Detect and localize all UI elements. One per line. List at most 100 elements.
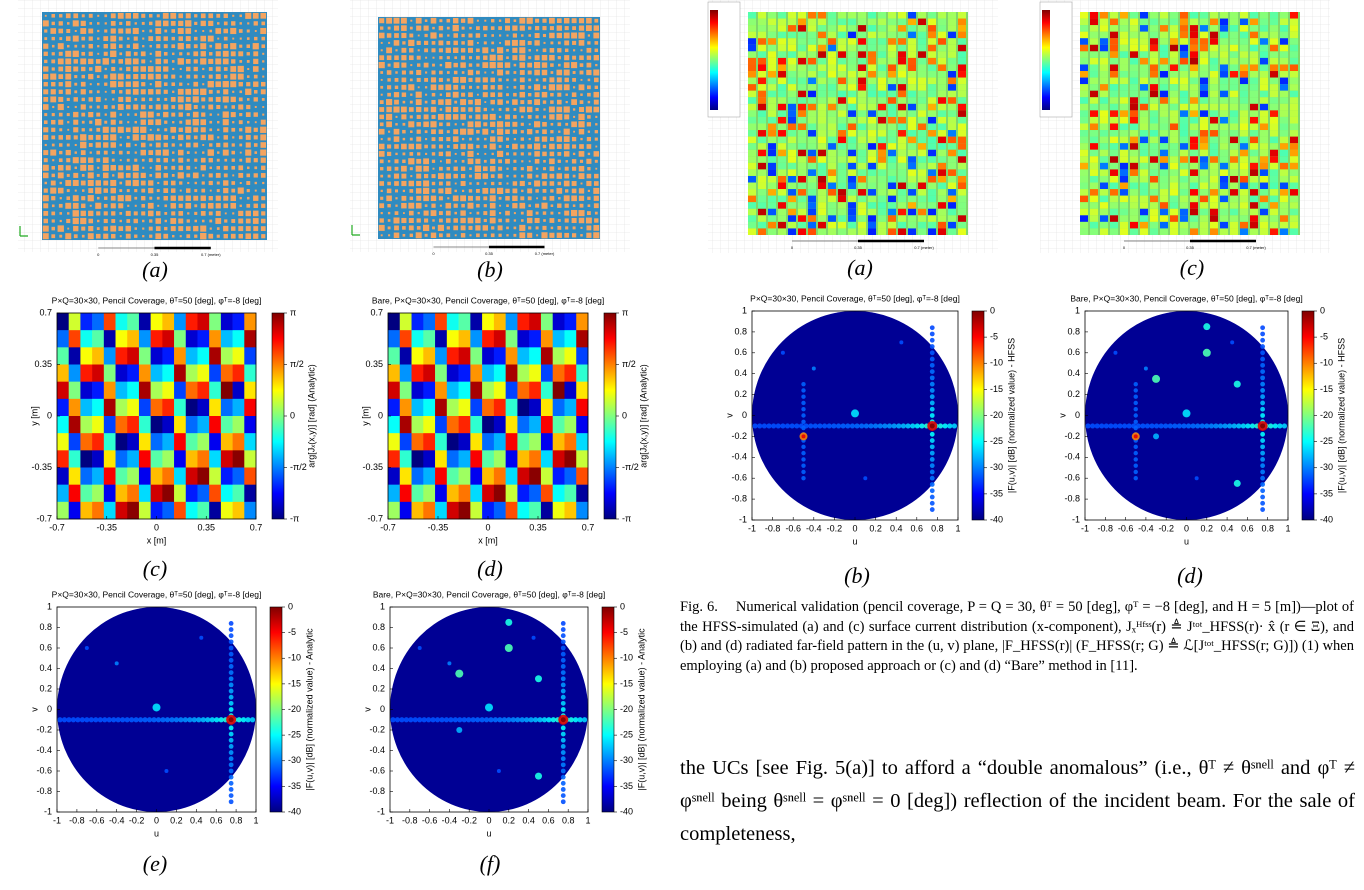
unit-cell: [469, 86, 472, 89]
unit-cell: [65, 233, 71, 239]
current-cell: [938, 143, 946, 150]
current-cell: [1270, 169, 1278, 176]
phase-cell: [400, 468, 412, 485]
current-cell: [928, 45, 936, 52]
phase-cell: [447, 365, 459, 382]
unit-cell: [401, 144, 407, 150]
current-cell: [1270, 189, 1278, 196]
current-cell: [798, 169, 806, 176]
phase-cell: [92, 330, 104, 347]
current-cell: [1110, 150, 1118, 157]
current-cell: [818, 137, 826, 144]
unit-cell: [58, 29, 63, 34]
unit-cell: [119, 121, 122, 124]
current-cell: [858, 176, 866, 183]
current-cell: [768, 45, 776, 52]
unit-cell: [580, 63, 584, 67]
current-cell: [1090, 97, 1098, 104]
current-cell: [918, 91, 926, 98]
current-cell: [1110, 202, 1118, 209]
current-cell: [868, 91, 876, 98]
panel-label: (a): [142, 257, 168, 282]
unit-cell: [164, 121, 167, 124]
colorbar-tick-label: 0: [622, 410, 627, 420]
current-cell: [908, 150, 916, 157]
current-cell: [898, 189, 906, 196]
y-tick-label: 0.35: [34, 359, 52, 369]
current-cell: [828, 117, 836, 124]
unit-cell: [245, 233, 251, 239]
unit-cell: [498, 159, 502, 163]
phase-cell: [174, 365, 186, 382]
current-cell: [878, 110, 886, 117]
unit-cell: [88, 165, 94, 171]
unit-cell: [462, 123, 464, 125]
unit-cell: [499, 145, 502, 148]
unit-cell: [103, 142, 108, 147]
unit-cell: [202, 83, 204, 85]
unit-cell: [105, 113, 107, 115]
current-cell: [1160, 12, 1168, 19]
unit-cell: [549, 159, 555, 165]
unit-cell: [73, 120, 78, 125]
current-cell: [1160, 110, 1168, 117]
unit-cell: [97, 22, 99, 25]
unit-cell: [73, 218, 79, 224]
current-cell: [1200, 58, 1208, 65]
phase-cell: [470, 347, 482, 364]
unit-cell: [156, 89, 161, 94]
unit-cell: [118, 195, 124, 201]
current-cell: [748, 51, 756, 58]
unit-cell: [549, 218, 554, 223]
phase-cell: [564, 433, 576, 450]
unit-cell: [111, 165, 116, 171]
unit-cell: [506, 49, 509, 52]
unit-cell: [573, 116, 575, 118]
unit-cell: [119, 151, 123, 155]
colorbar-tick-label: -25: [990, 436, 1003, 446]
unit-cell: [571, 99, 577, 105]
current-cell: [1100, 64, 1108, 71]
current-cell: [1100, 209, 1108, 216]
unit-cell: [88, 226, 93, 231]
current-cell: [818, 209, 826, 216]
phase-cell: [576, 347, 588, 364]
unit-cell: [527, 218, 532, 223]
current-cell: [828, 130, 836, 137]
current-cell: [808, 222, 816, 229]
unit-cell: [440, 205, 442, 207]
current-cell: [808, 196, 816, 203]
current-cell: [898, 64, 906, 71]
unit-cell: [141, 89, 146, 94]
lobe: [1213, 423, 1218, 428]
unit-cell: [564, 78, 568, 82]
phase-cell: [423, 433, 435, 450]
current-cell: [1200, 110, 1208, 117]
unit-cell: [462, 160, 465, 163]
phase-cell: [197, 468, 209, 485]
current-cell: [1290, 51, 1298, 58]
current-cell: [1270, 130, 1278, 137]
current-cell: [828, 137, 836, 144]
current-cell: [778, 97, 786, 104]
phase-cell: [197, 382, 209, 399]
unit-cell: [506, 56, 509, 59]
current-cell: [878, 58, 886, 65]
phase-cell: [470, 365, 482, 382]
current-cell: [1150, 110, 1158, 117]
unit-cell: [51, 89, 56, 94]
unit-cell: [140, 111, 146, 117]
unit-cell: [179, 112, 183, 116]
unit-cell: [409, 181, 414, 186]
unit-cell: [119, 22, 122, 25]
unit-cell: [521, 167, 524, 170]
current-cell: [888, 228, 896, 235]
unit-cell: [587, 41, 590, 44]
unit-cell: [425, 94, 427, 96]
current-cell: [1130, 19, 1138, 26]
colorbar-tick-label: π/2: [290, 359, 304, 369]
lobe: [219, 717, 224, 722]
current-cell: [908, 78, 916, 85]
lobe: [1099, 423, 1104, 428]
